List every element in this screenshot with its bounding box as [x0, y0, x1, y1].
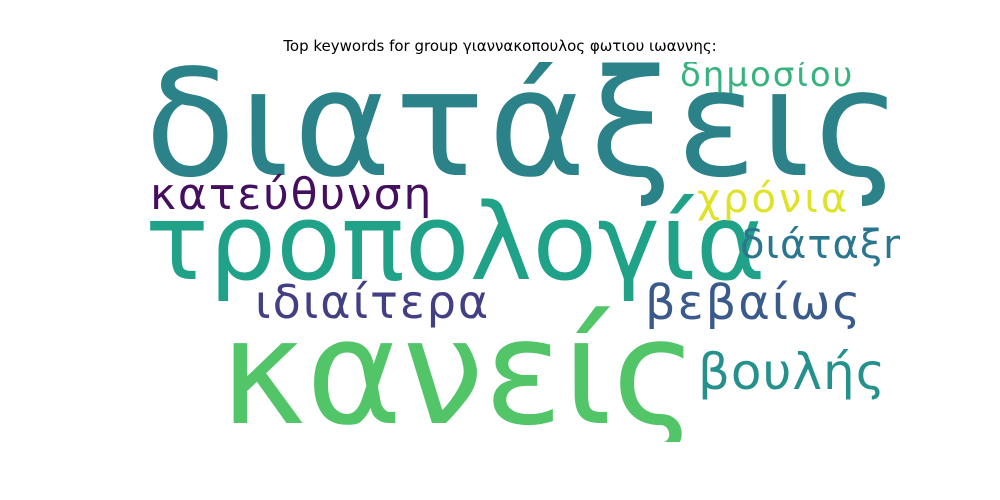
keyword-dimosiou: δημοσίου — [680, 62, 855, 95]
keyword-vevaios: βεβαίως — [645, 275, 863, 331]
keyword-idiaitera: ιδιαίτερα — [255, 275, 491, 329]
keyword-kateuthynsi: κατεύθυνση — [150, 169, 434, 220]
keyword-diataxeis: διατάξεις — [145, 62, 900, 210]
keyword-tropologia: τροπολογία — [145, 181, 766, 304]
keyword-kaneis: κανείς — [220, 288, 698, 442]
keyword-xronia: χρόνια — [697, 176, 851, 222]
figure-title: Top keywords for group γιαννακοπουλος φω… — [283, 37, 717, 55]
word-cloud: διατάξεις δημοσίου τροπολογία κατεύθυνση… — [140, 62, 900, 442]
keyword-diataxi: διάταξη — [740, 222, 900, 268]
keyword-voulis: βουλής — [698, 343, 887, 401]
